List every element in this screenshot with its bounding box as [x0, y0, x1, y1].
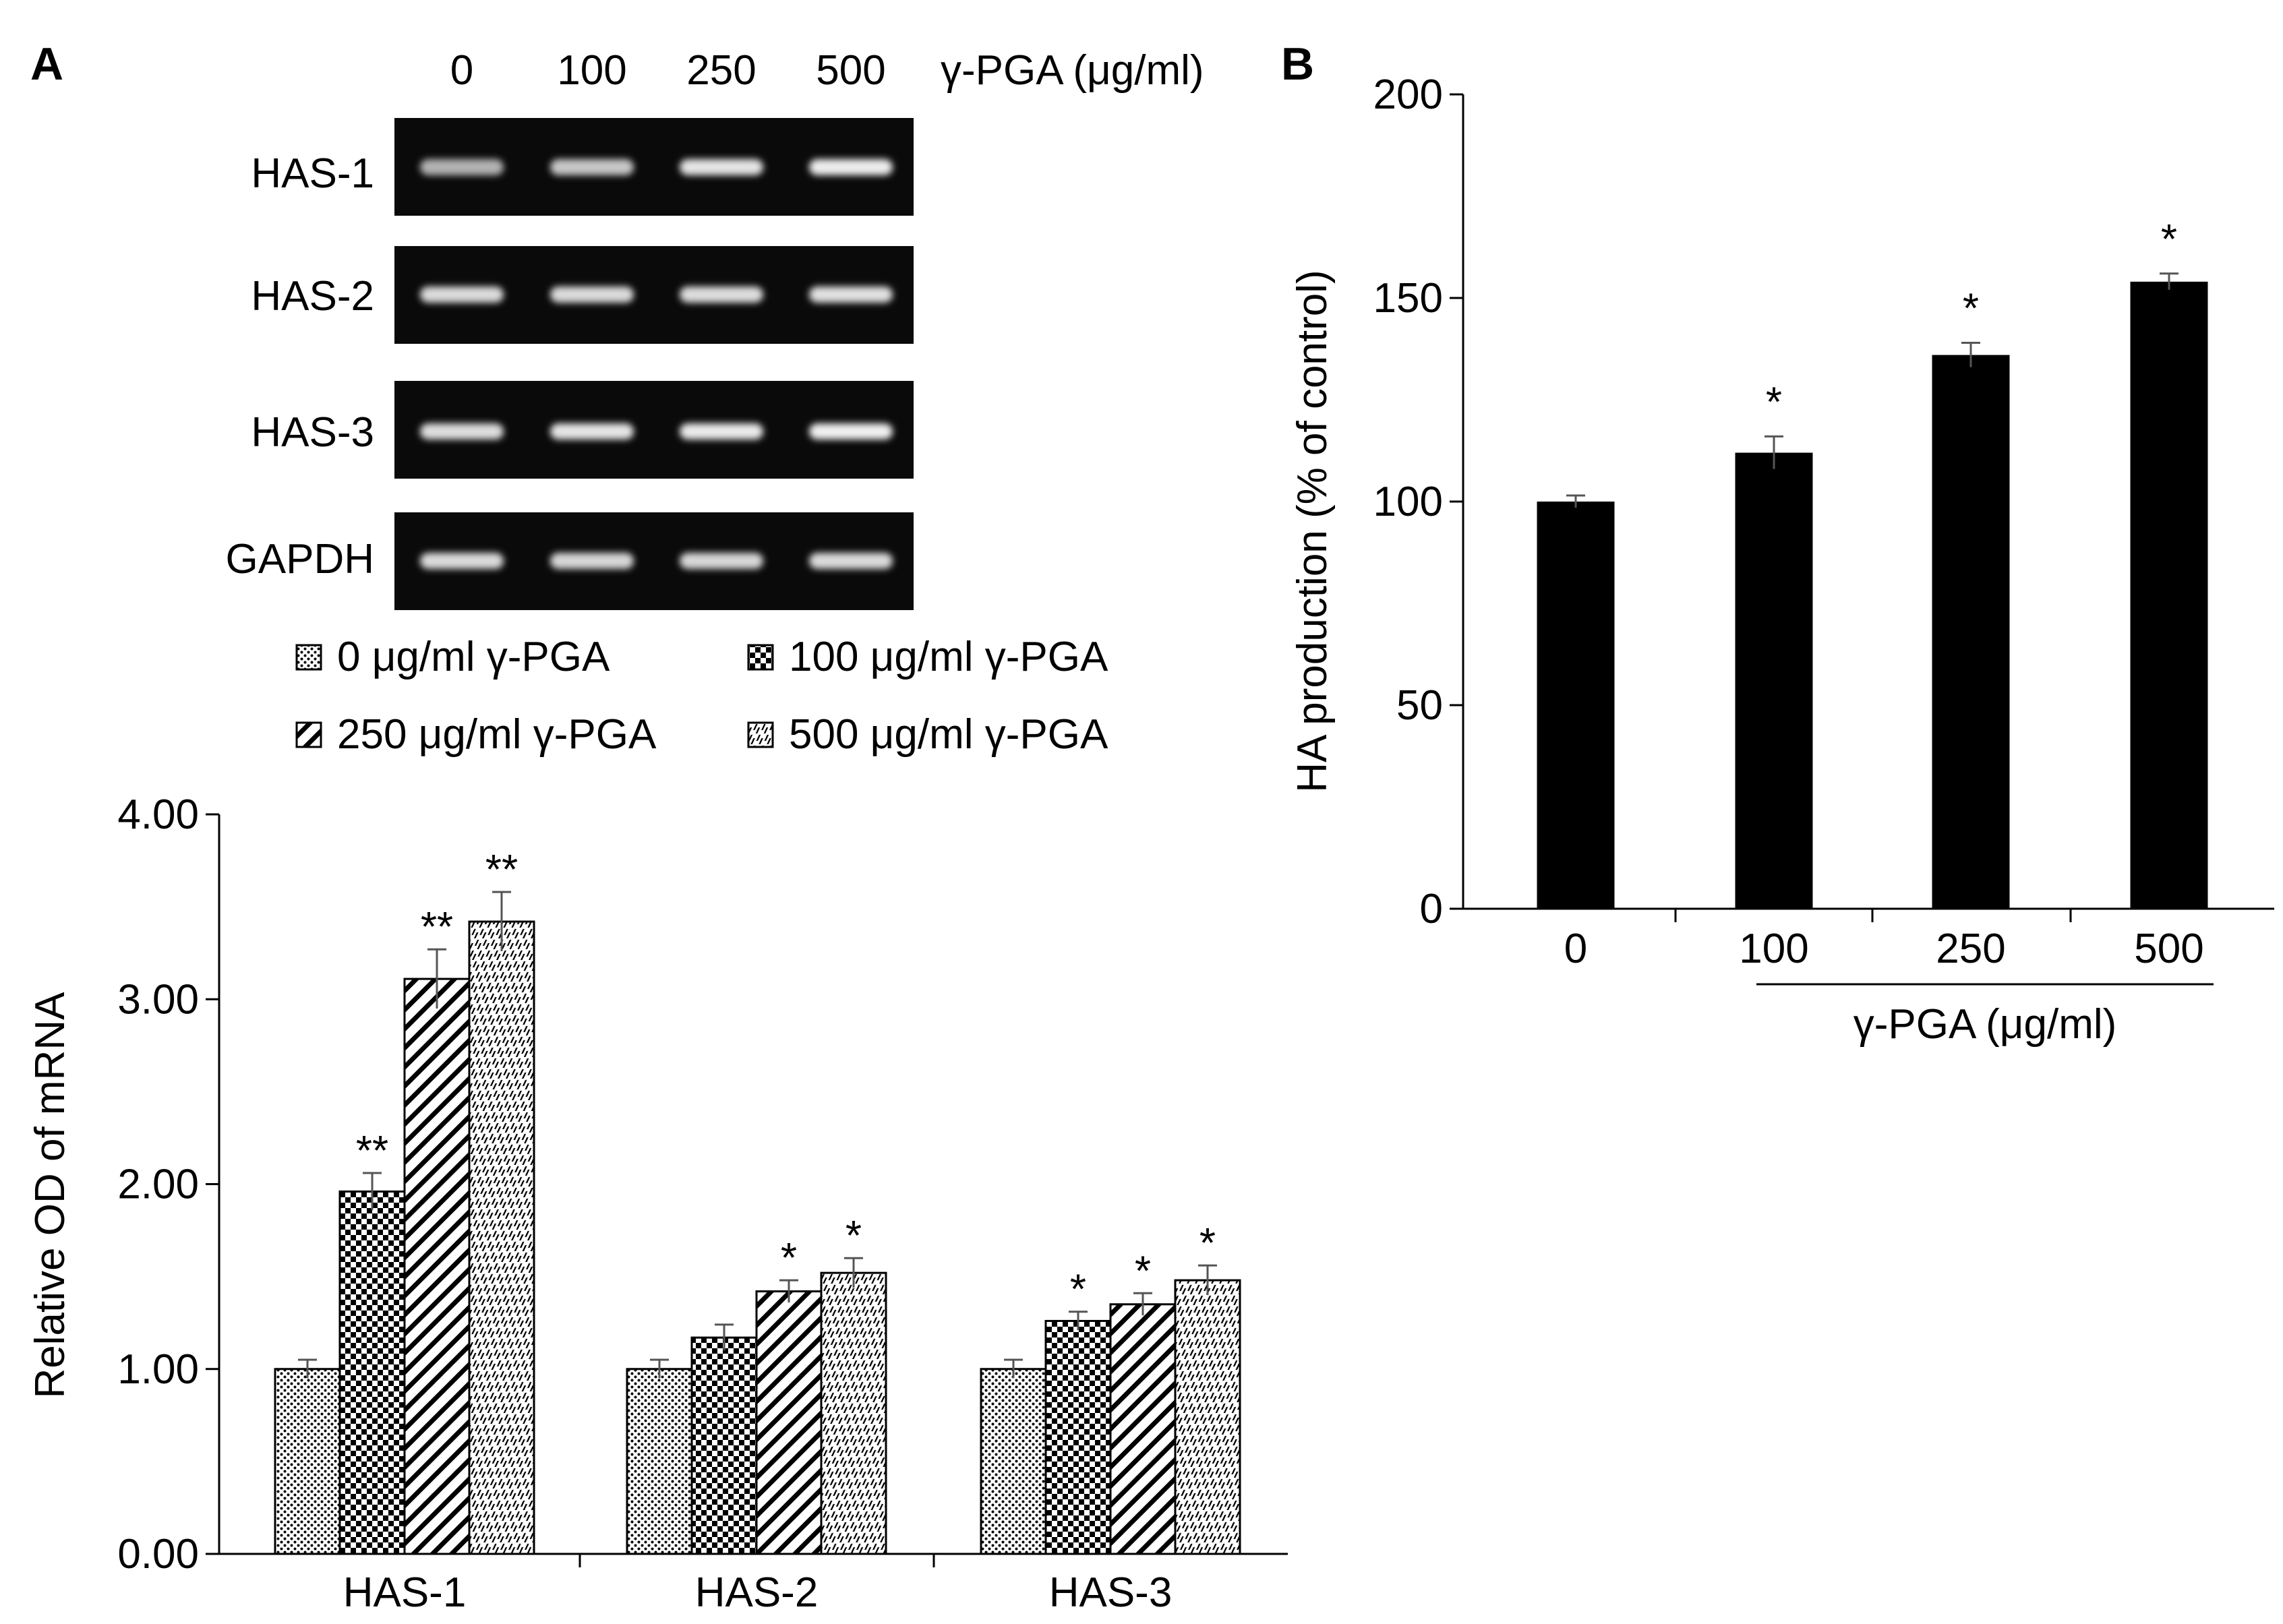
bar [1044, 1319, 1112, 1555]
gel-band [809, 159, 893, 175]
gel-band [680, 159, 763, 175]
bar [1537, 502, 1615, 909]
bar [2130, 281, 2208, 909]
significance-label: ** [485, 847, 518, 893]
gel-band [420, 423, 504, 440]
y-tick-label: 1.00 [117, 1346, 199, 1393]
chart-b: HA production (% of control) 0 50 100 150 20… [1289, 71, 2274, 1048]
gel-image: HAS-1 HAS-2 HAS-3 GAPDH [226, 118, 914, 610]
y-tick-label: 50 [1396, 682, 1443, 729]
y-axis-title: Relative OD of mRNA [27, 992, 73, 1399]
bar [1174, 1279, 1241, 1555]
gel-band [420, 287, 504, 303]
bar [338, 1190, 406, 1555]
gel-bands [420, 159, 893, 569]
gel-band [809, 423, 893, 440]
x-tick-label: 500 [2134, 926, 2203, 972]
y-tick-label: 150 [1373, 275, 1443, 322]
gel-lane-label: 250 [686, 47, 756, 94]
gel-lane-label: 0 [450, 47, 473, 94]
y-tick-label: 0 [1420, 886, 1443, 932]
legend-swatch [295, 721, 322, 748]
legend-label: 0 μg/ml γ-PGA [337, 634, 610, 680]
significance-label: * [1766, 379, 1782, 425]
y-tick-label: 0.00 [117, 1531, 199, 1577]
chart-a: Relative OD of mRNA 0.00 1.00 2.00 3.00 4.00… [27, 791, 1288, 1616]
gel-row-label: HAS-1 [251, 150, 374, 197]
legend-label: 500 μg/ml γ-PGA [789, 711, 1108, 758]
gel-band [550, 287, 634, 303]
gel-band [809, 553, 893, 569]
significance-label: * [1963, 285, 1979, 332]
gel-lane-label: 100 [557, 47, 626, 94]
y-tick-label: 200 [1373, 71, 1443, 118]
bar [1932, 355, 2010, 909]
y-ticks: 0 50 100 150 200 [1373, 71, 1463, 932]
gel-lane-headers: 0 100 250 500 γ-PGA (μg/ml) [450, 47, 1204, 94]
legend-label: 100 μg/ml γ-PGA [789, 634, 1108, 680]
legend-swatch [747, 721, 774, 748]
gel-row-label: HAS-2 [251, 273, 374, 320]
x-tick-label: 250 [1936, 926, 2005, 972]
significance-label: * [1199, 1220, 1216, 1267]
y-ticks: 0.00 1.00 2.00 3.00 4.00 [117, 791, 219, 1577]
bar [274, 1368, 341, 1555]
significance-label: * [781, 1235, 797, 1282]
gel-band [550, 553, 634, 569]
bar [1109, 1303, 1177, 1555]
x-tick-label: HAS-2 [695, 1569, 819, 1616]
y-tick-label: 2.00 [117, 1162, 199, 1208]
legend-label: 250 μg/ml γ-PGA [337, 711, 657, 758]
bar [468, 920, 535, 1555]
panel-label-a: A [30, 38, 63, 90]
gel-band [680, 287, 763, 303]
x-tick-label: 100 [1739, 926, 1808, 972]
gel-band [420, 553, 504, 569]
significance-label: ** [421, 904, 453, 951]
y-axis-title: HA production (% of control) [1289, 270, 1336, 792]
bar [1735, 452, 1813, 909]
gel-band [420, 159, 504, 175]
bar [690, 1336, 758, 1555]
legend: 0 μg/ml γ-PGA 100 μg/ml γ-PGA 250 μg/ml … [295, 634, 1108, 758]
x-ticks: HAS-1 HAS-2 HAS-3 [343, 1554, 1173, 1616]
x-ticks: 0 100 250 500 [1564, 909, 2204, 972]
x-tick-label: HAS-1 [343, 1569, 467, 1616]
gel-band [680, 553, 763, 569]
bar [980, 1368, 1047, 1555]
gel-lane-axis-label: γ-PGA (μg/ml) [941, 47, 1204, 94]
significance-label: * [846, 1213, 862, 1259]
y-tick-label: 100 [1373, 479, 1443, 525]
panel-label-b: B [1281, 38, 1314, 90]
x-axis-title: γ-PGA (μg/ml) [1854, 1001, 2117, 1048]
gel-band [680, 423, 763, 440]
x-tick-label: HAS-3 [1049, 1569, 1173, 1616]
significance-label: ** [356, 1128, 388, 1174]
gel-row-label: GAPDH [226, 536, 374, 582]
significance-label: * [2161, 216, 2177, 263]
y-tick-label: 3.00 [117, 976, 199, 1023]
bar [820, 1271, 887, 1555]
legend-swatch [295, 644, 322, 671]
bar [403, 978, 471, 1555]
gel-row-label: HAS-3 [251, 409, 374, 456]
gel-band [550, 423, 634, 440]
bar [755, 1290, 823, 1555]
bars: * * * [1537, 216, 2208, 909]
significance-label: * [1135, 1248, 1151, 1294]
significance-label: * [1070, 1267, 1086, 1313]
bars: ****** **** * [274, 847, 1241, 1555]
gel-band [809, 287, 893, 303]
gel-band [550, 159, 634, 175]
bar [626, 1368, 693, 1555]
gel-lane-label: 500 [816, 47, 885, 94]
legend-swatch [747, 644, 774, 671]
y-tick-label: 4.00 [117, 791, 199, 838]
x-tick-label: 0 [1564, 926, 1587, 972]
